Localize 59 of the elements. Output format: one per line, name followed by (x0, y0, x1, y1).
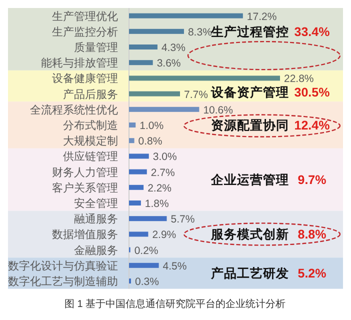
bar (129, 232, 148, 237)
data-label: 1.0% (140, 120, 164, 132)
y-tick-label: 安全管理 (74, 197, 118, 210)
y-tick-label: 全流程系统性优化 (30, 103, 118, 116)
bar (129, 200, 141, 206)
data-label: 0.3% (134, 276, 159, 288)
band-label: 生产过程管控 33.4% (210, 24, 330, 39)
bar (129, 262, 159, 268)
bar (129, 44, 158, 50)
bar (129, 60, 153, 66)
y-tick-label: 财务人力管理 (52, 166, 118, 179)
y-tick-label: 生产监控分析 (52, 25, 118, 38)
bar (129, 28, 184, 34)
band-label: 设备资产管理 30.5% (210, 84, 330, 100)
bar (129, 76, 280, 81)
data-label: 3.0% (152, 151, 177, 164)
data-label: 2.7% (150, 166, 175, 179)
data-label: 0.8% (138, 136, 162, 148)
bar (129, 138, 134, 144)
bar (129, 13, 243, 18)
data-label: 2.9% (152, 229, 176, 242)
y-tick-label: 分布式制造 (63, 119, 118, 132)
y-tick-label: 供应链管理 (63, 150, 118, 164)
band-label: 产品工艺研发 5.2% (210, 266, 326, 281)
data-label: 5.7% (170, 214, 195, 226)
y-tick-label: 生产管理优化 (52, 10, 118, 23)
bar (129, 184, 144, 190)
data-label: 22.8% (284, 73, 314, 86)
data-label: 10.6% (203, 104, 233, 116)
bar (129, 169, 147, 174)
data-label: 2.2% (148, 182, 172, 194)
y-tick-label: 数据增值服务 (52, 229, 118, 242)
caption: 图 1 基于中国信息通信研究院平台的企业统计分析 (64, 298, 286, 310)
y-tick-label: 设备健康管理 (52, 72, 118, 86)
data-label: 4.3% (161, 42, 186, 54)
data-label: 7.7% (184, 88, 208, 101)
y-tick-label: 金融服务 (74, 244, 118, 257)
y-tick-label: 数字化工艺与制造辅助 (8, 275, 118, 288)
y-tick-label: 数字化设计与仿真验证 (8, 259, 118, 272)
band-label: 企业运营管理 9.7% (210, 172, 326, 188)
data-label: 3.6% (156, 58, 181, 70)
data-label: 17.2% (246, 10, 277, 23)
y-tick-label: 产品后服务 (63, 88, 118, 101)
band-label: 资源配置协同 12.4% (211, 118, 330, 132)
data-label: 8.3% (188, 26, 212, 38)
bar (129, 91, 180, 96)
y-tick-label: 质量管理 (74, 41, 118, 54)
data-label: 1.8% (144, 198, 169, 210)
y-tick-label: 大规模定制 (63, 134, 118, 148)
bar (129, 106, 200, 112)
bar (129, 122, 136, 128)
y-tick-label: 能耗与排放管理 (41, 56, 118, 70)
data-label: 4.5% (162, 260, 187, 272)
y-tick-label: 客户关系管理 (52, 181, 118, 194)
y-tick-label: 融通服务 (74, 212, 118, 226)
band-label: 服务模式创新 8.8% (210, 226, 326, 242)
data-label: 0.2% (134, 244, 158, 257)
bar (129, 154, 149, 159)
bar (129, 216, 167, 222)
